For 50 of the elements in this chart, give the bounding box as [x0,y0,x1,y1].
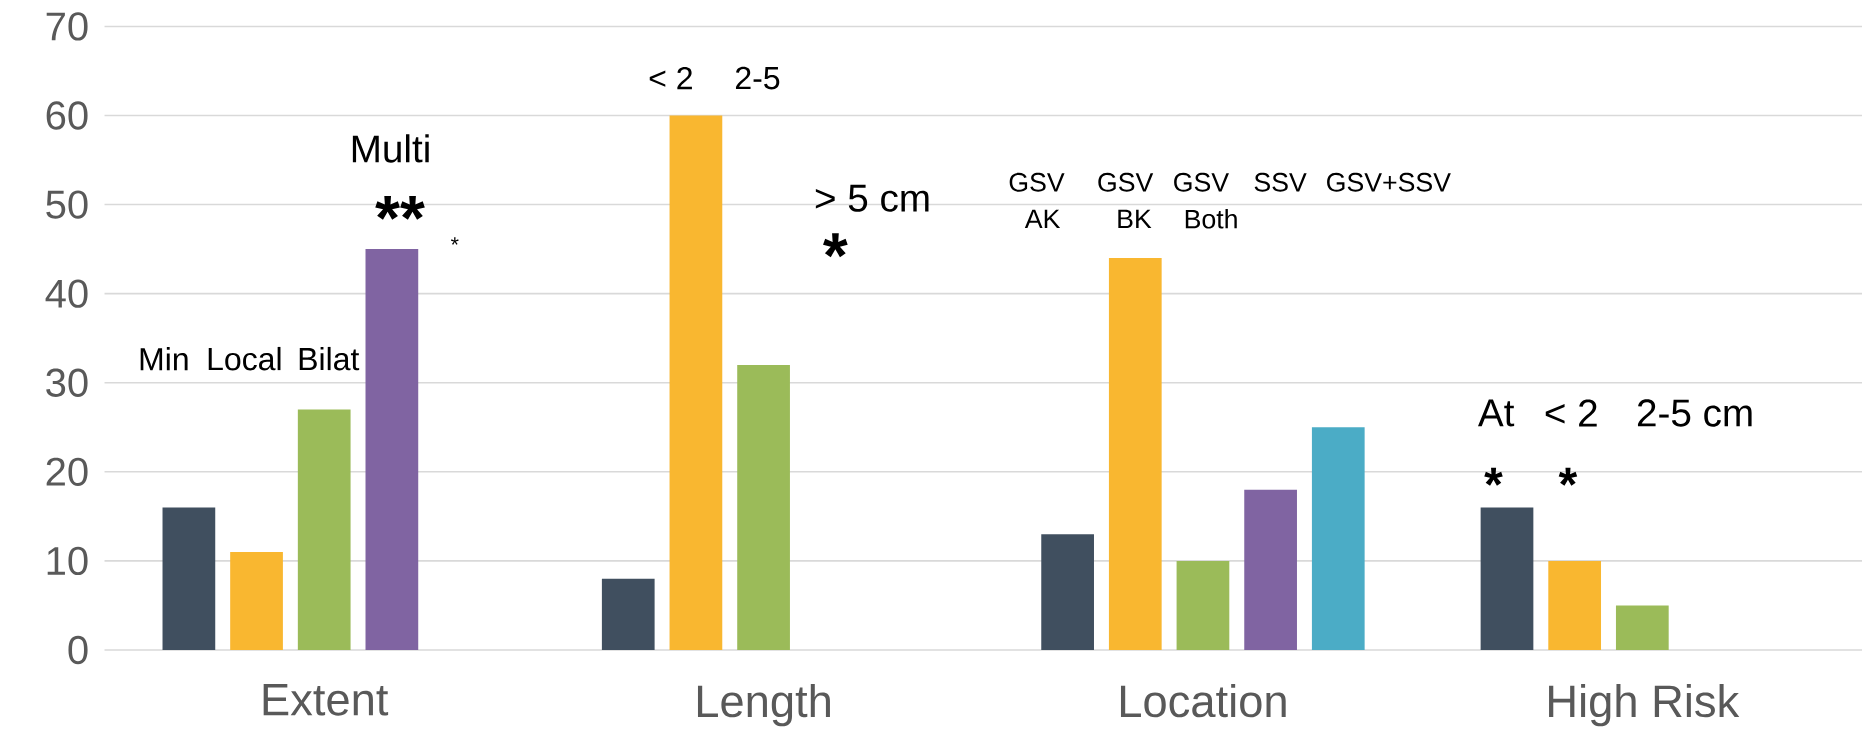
bar [230,551,283,650]
bar [297,409,351,650]
y-tick-label: 30 [46,368,88,397]
annotation: Both [1185,209,1237,229]
annotation: AK [1024,209,1061,228]
annotation: SSV [1254,172,1307,192]
y-tick-label: 20 [46,457,88,486]
annotation: * [450,237,459,245]
y-tick-label: 0 [68,635,88,665]
bar [1108,258,1162,650]
bar [1311,427,1365,650]
annotation: At [1477,399,1515,427]
y-tick-label: 50 [46,190,88,219]
bar [365,249,419,650]
annotation: ** [375,195,425,220]
y-tick-label: 40 [45,279,88,308]
x-tick-label: Location [1120,684,1286,718]
annotation: Multi [352,134,429,163]
bar [669,115,723,650]
annotation: GSV [1098,172,1154,192]
bar [162,507,216,650]
annotation: * [1484,467,1503,486]
annotation: * [823,233,848,258]
y-tick-label: 60 [46,101,88,130]
annotation: * [1558,467,1578,486]
annotation: 2-5 cm [1637,399,1752,427]
x-tick-label: Extent [263,684,389,716]
annotation: Bilat [299,346,360,371]
annotation: Local [208,346,281,371]
bar [737,364,790,650]
y-tick-label: 10 [47,546,88,576]
bar [1480,507,1534,650]
annotation: < 2 [1545,399,1597,427]
x-tick-label: Length [697,684,830,727]
annotation: GSV [1174,172,1229,192]
bar [1615,605,1669,650]
bar [1244,489,1297,650]
annotation: > 5 cm [815,184,929,212]
bar [601,578,655,650]
annotation: 2-5 [735,66,780,90]
bar [1176,560,1230,650]
annotation: Min [140,347,188,371]
annotation: GSV [1009,172,1065,192]
x-tick-label: High Risk [1549,684,1740,727]
y-tick-label: 70 [46,12,88,41]
bar [1548,560,1602,650]
annotation: < 2 [649,66,692,90]
annotation: GSV+SSV [1327,172,1451,192]
bar [1041,534,1094,650]
annotation: BK [1118,209,1152,228]
